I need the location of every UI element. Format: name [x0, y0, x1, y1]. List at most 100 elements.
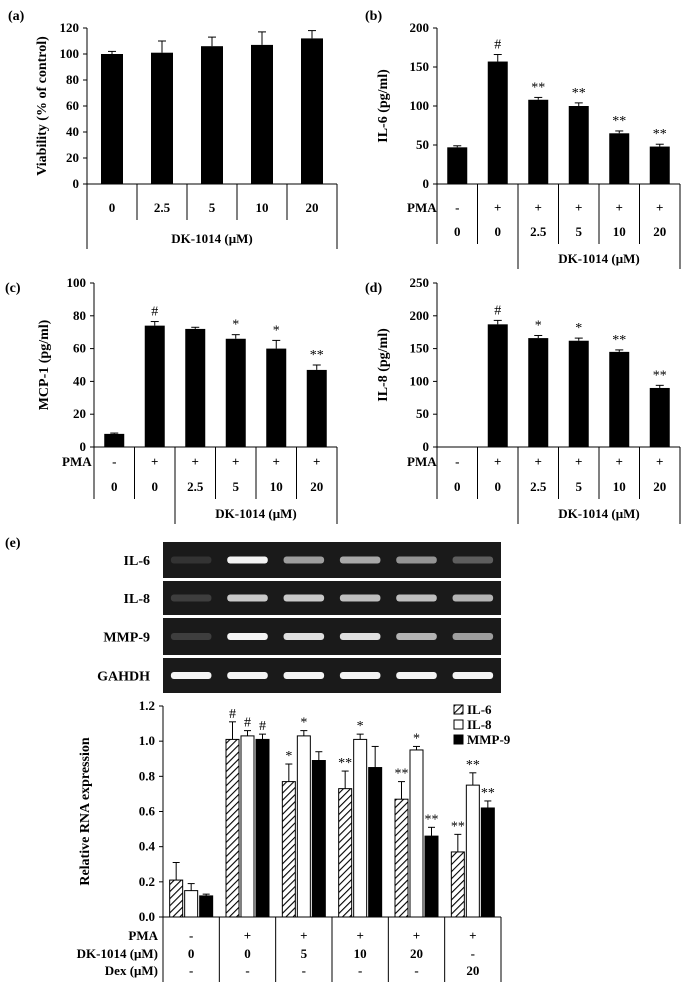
- condition-value: -: [245, 963, 249, 978]
- bar-mmp-9: [368, 767, 383, 918]
- condition-value: 10: [256, 200, 269, 215]
- gel-band: [227, 556, 268, 564]
- significance-mark: *: [232, 318, 239, 333]
- gel-band: [170, 633, 212, 640]
- y-axis-label: IL-8 (pg/ml): [376, 328, 391, 402]
- bar: [266, 348, 287, 447]
- significance-mark: **: [572, 86, 586, 101]
- significance-mark: **: [481, 786, 495, 801]
- bar-mmp-9: [199, 895, 214, 918]
- condition-value: 0: [152, 479, 159, 494]
- condition-value: 2.5: [530, 479, 547, 494]
- bar-mmp-9: [424, 835, 439, 918]
- condition-value: 20: [306, 200, 319, 215]
- legend-swatch: [453, 719, 464, 730]
- significance-mark: #: [244, 716, 251, 731]
- y-tick-label: 1.0: [139, 733, 155, 748]
- condition-value: +: [656, 200, 663, 215]
- significance-mark: **: [612, 333, 626, 348]
- row-label: PMA: [407, 454, 437, 469]
- condition-value: +: [494, 200, 501, 215]
- condition-value: 0: [495, 479, 502, 494]
- condition-value: +: [535, 454, 542, 469]
- bar-il-6: [450, 851, 465, 918]
- y-tick-label: 0.2: [139, 874, 155, 889]
- significance-mark: *: [273, 323, 280, 338]
- condition-value: +: [575, 454, 582, 469]
- condition-value: -: [189, 928, 193, 943]
- bar: [487, 324, 508, 447]
- panel-label: (c): [5, 281, 21, 296]
- panel-label: (b): [365, 9, 382, 24]
- condition-value: +: [273, 454, 280, 469]
- bar-il-8: [465, 784, 480, 918]
- bar: [568, 106, 589, 184]
- gel-band: [396, 633, 437, 640]
- y-tick-label: 0.4: [139, 839, 156, 854]
- bar-mmp-9: [255, 738, 270, 918]
- bar-il-6: [394, 798, 409, 918]
- gel-band: [170, 556, 212, 564]
- bar-mmp-9: [480, 807, 495, 918]
- condition-value: -: [112, 454, 116, 469]
- legend-label: IL-8: [467, 717, 492, 732]
- condition-value: 0: [109, 200, 116, 215]
- legend-label: IL-6: [467, 702, 492, 717]
- row-label: PMA: [62, 454, 92, 469]
- bar-il-8: [184, 890, 199, 918]
- gel-band-label: MMP-9: [103, 631, 150, 646]
- group-label: DK-1014 (μM): [558, 251, 639, 266]
- bar: [649, 387, 670, 447]
- bar: [104, 433, 125, 447]
- gel-band-label: GAHDH: [97, 670, 150, 685]
- y-tick-label: 0.6: [139, 804, 156, 819]
- panel-label: (e): [5, 536, 21, 551]
- gel-band: [339, 556, 381, 564]
- significance-mark: #: [494, 38, 501, 53]
- bar: [225, 338, 246, 447]
- condition-value: 5: [233, 479, 240, 494]
- bar-il-8: [409, 749, 424, 918]
- y-tick-label: 150: [410, 59, 430, 74]
- condition-value: 20: [410, 946, 423, 961]
- bar: [101, 54, 123, 184]
- row-label: PMA: [128, 928, 158, 943]
- y-tick-label: 0: [80, 439, 87, 454]
- condition-value: +: [151, 454, 158, 469]
- group-label: DK-1014 (μM): [171, 231, 252, 246]
- condition-value: +: [575, 200, 582, 215]
- significance-mark: #: [151, 305, 158, 320]
- y-tick-label: 200: [410, 308, 430, 323]
- significance-mark: *: [300, 716, 307, 731]
- significance-mark: **: [310, 348, 324, 363]
- condition-value: +: [656, 454, 663, 469]
- bar: [609, 133, 630, 184]
- significance-mark: *: [413, 731, 420, 746]
- legend-label: MMP-9: [467, 732, 511, 747]
- gel-band: [227, 672, 268, 679]
- bar-il-8: [296, 735, 311, 918]
- group-label: DK-1014 (μM): [215, 506, 296, 521]
- significance-mark: **: [425, 812, 439, 827]
- gel-band: [283, 594, 325, 602]
- bar: [609, 351, 630, 447]
- y-tick-label: 100: [410, 98, 430, 113]
- y-tick-label: 100: [67, 275, 87, 290]
- bar: [301, 38, 323, 185]
- gel-band: [339, 594, 381, 602]
- y-tick-label: 40: [66, 124, 79, 139]
- y-axis-label: Viability (% of control): [35, 36, 50, 176]
- y-tick-label: 0: [73, 176, 80, 191]
- condition-value: +: [192, 454, 199, 469]
- condition-value: +: [356, 928, 363, 943]
- condition-value: -: [189, 963, 193, 978]
- y-tick-label: 20: [66, 150, 79, 165]
- condition-value: -: [358, 963, 362, 978]
- condition-value: 0: [111, 479, 118, 494]
- significance-mark: *: [357, 719, 364, 734]
- bar: [251, 44, 273, 185]
- significance-mark: *: [535, 318, 542, 333]
- gel-band: [396, 594, 437, 602]
- condition-value: 0: [244, 946, 251, 961]
- condition-value: -: [302, 963, 306, 978]
